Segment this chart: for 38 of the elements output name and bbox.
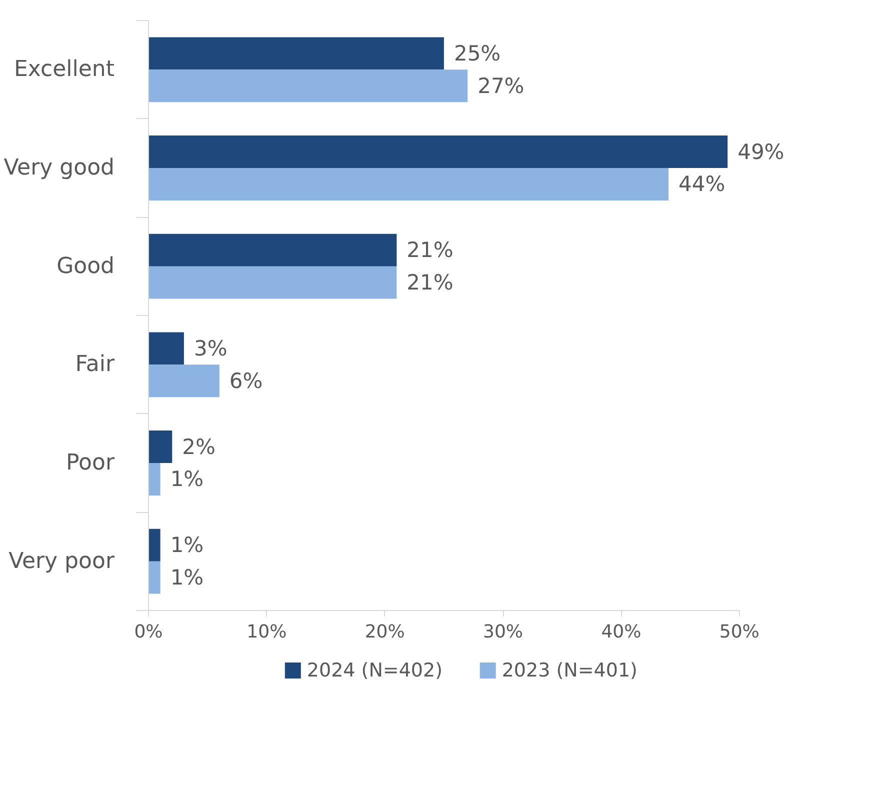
data-label: 6% <box>229 368 263 393</box>
x-tick-label: 10% <box>246 622 287 642</box>
bar <box>148 561 160 594</box>
bar <box>148 70 468 102</box>
data-label: 21% <box>406 270 454 295</box>
bar <box>148 136 728 168</box>
data-label: 25% <box>454 41 501 66</box>
legend-label: 2024 (N=402) <box>306 660 443 682</box>
bar <box>148 266 397 299</box>
bar <box>148 463 160 496</box>
x-tick-label: 30% <box>483 622 524 642</box>
y-tick-label: Poor <box>66 450 116 476</box>
y-tick-label: Excellent <box>14 57 115 82</box>
bar <box>148 168 668 200</box>
bar <box>148 332 184 365</box>
x-tick-label: 50% <box>719 622 760 642</box>
data-label: 1% <box>170 467 204 492</box>
y-tick-label: Fair <box>75 352 116 378</box>
data-label: 21% <box>406 238 454 262</box>
data-label: 3% <box>194 336 228 360</box>
data-label: 27% <box>478 74 524 98</box>
legend-label: 2023 (N=401) <box>502 660 638 682</box>
y-tick-label: Good <box>56 254 115 279</box>
data-label: 1% <box>170 533 204 558</box>
bar <box>148 37 444 70</box>
y-tick-label: Very good <box>4 156 115 180</box>
data-label: 1% <box>170 566 204 590</box>
x-tick-label: 0% <box>134 622 163 642</box>
bar <box>148 430 172 463</box>
data-label: 44% <box>678 172 726 196</box>
data-label: 2% <box>182 434 216 459</box>
bar <box>148 528 160 562</box>
x-tick-label: 40% <box>601 622 642 642</box>
y-tick-label: Very poor <box>8 548 116 574</box>
data-label: 49% <box>738 140 784 164</box>
x-tick-label: 20% <box>364 622 405 642</box>
bar <box>148 234 397 266</box>
bar <box>148 364 220 398</box>
